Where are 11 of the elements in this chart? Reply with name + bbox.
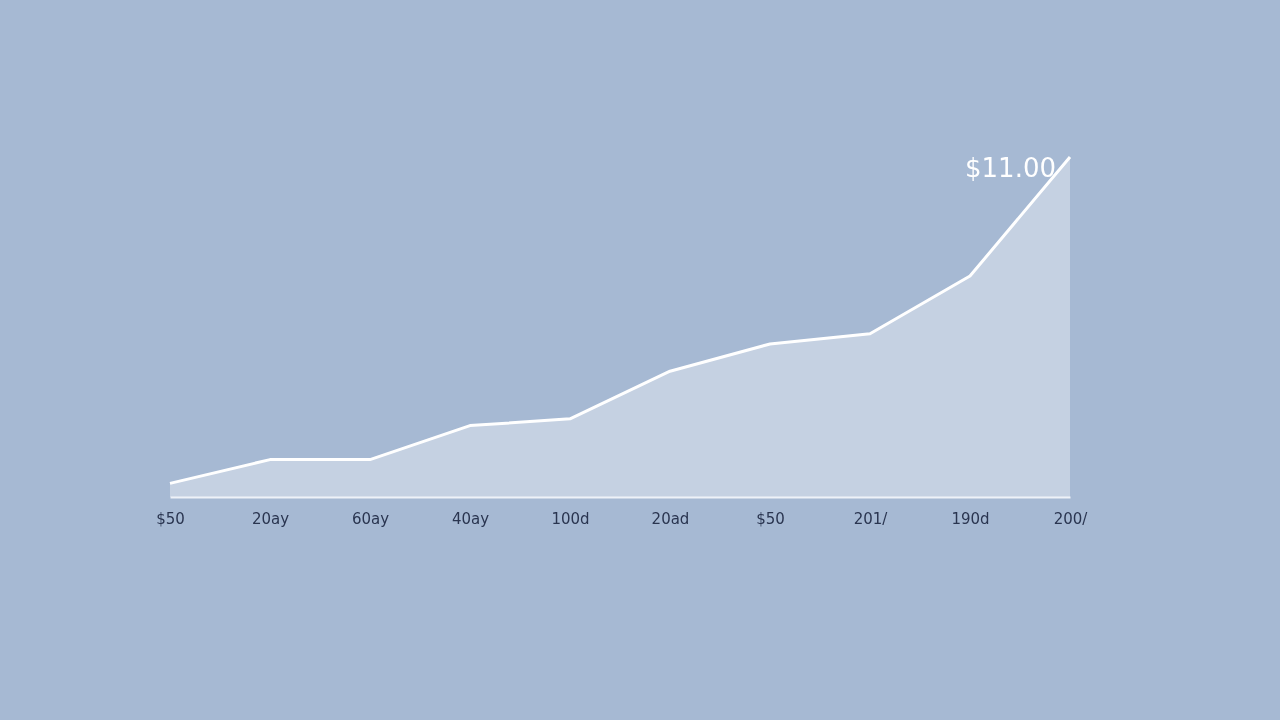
x-tick-label: $50	[156, 509, 185, 528]
x-tick-label: 100d	[551, 509, 590, 528]
x-tick-label: 200/	[1053, 509, 1089, 528]
x-tick-label: 201/	[853, 509, 889, 528]
annotation: $11.00	[965, 153, 1056, 183]
x-tick-label: 190d	[951, 509, 990, 528]
x-tick-label: $50	[756, 509, 785, 528]
x-tick-label: 20ad	[651, 509, 690, 528]
x-tick-label: 60ay	[351, 509, 390, 528]
x-tick-label: 20ay	[251, 509, 290, 528]
x-tick-label: 40ay	[451, 509, 490, 528]
